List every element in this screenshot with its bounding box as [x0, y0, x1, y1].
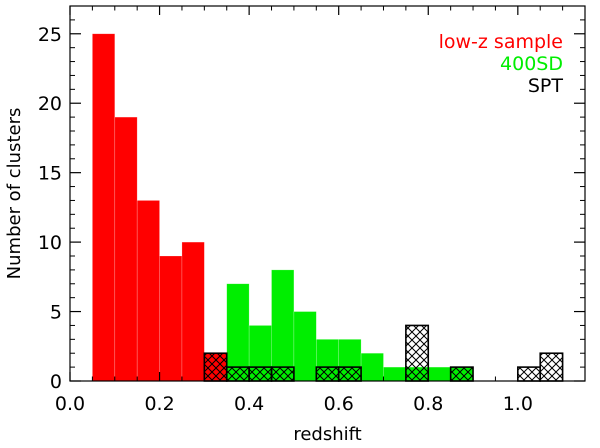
bar-400sd — [293, 311, 317, 382]
spt-hatch-layer — [203, 324, 564, 382]
bar-spt — [517, 366, 542, 382]
x-tick-label: 1.0 — [503, 393, 533, 415]
bar-400sd — [383, 366, 407, 382]
y-axis-title: Number of clusters — [4, 108, 25, 280]
bar-spt — [225, 366, 250, 382]
bar-spt — [449, 366, 474, 382]
tick-labels-layer: 0.0 0.2 0.4 0.6 0.8 1.0 0 5 10 15 20 25 — [38, 24, 533, 415]
bar-low-z-sample — [136, 200, 160, 382]
legend: low-z sample 400SD SPT — [439, 31, 564, 97]
legend-entry-400sd: 400SD — [500, 53, 563, 75]
bar-spt — [270, 366, 295, 382]
bar-400sd — [271, 269, 295, 382]
plot-frame — [69, 5, 586, 382]
y-tick-label: 10 — [38, 232, 62, 254]
bars-layer — [92, 33, 474, 382]
bar-spt — [405, 324, 430, 382]
ticks-layer — [69, 6, 585, 382]
x-tick-label: 0.4 — [234, 393, 264, 415]
legend-entry-spt: SPT — [528, 75, 564, 97]
bar-400sd — [427, 366, 451, 382]
bar-spt — [539, 352, 564, 382]
bar-spt — [203, 352, 228, 382]
bar-low-z-sample — [181, 241, 205, 382]
bar-spt — [315, 366, 340, 382]
bar-low-z-sample — [114, 116, 138, 382]
bar-400sd — [360, 352, 384, 382]
x-tick-label: 0.8 — [413, 393, 443, 415]
x-tick-label: 0.2 — [144, 393, 174, 415]
bar-spt — [337, 366, 362, 382]
y-tick-label: 20 — [38, 93, 62, 115]
y-tick-label: 15 — [38, 163, 62, 185]
x-axis-title: redshift — [293, 424, 361, 445]
y-tick-label: 0 — [50, 371, 62, 393]
x-tick-label: 0.0 — [55, 393, 85, 415]
bar-spt — [248, 366, 273, 382]
bar-low-z-sample — [92, 33, 116, 382]
bar-low-z-sample — [159, 255, 183, 382]
y-tick-label: 25 — [38, 24, 62, 46]
y-tick-label: 5 — [50, 302, 62, 324]
legend-entry-low-z-sample: low-z sample — [439, 31, 563, 53]
x-tick-label: 0.6 — [324, 393, 354, 415]
